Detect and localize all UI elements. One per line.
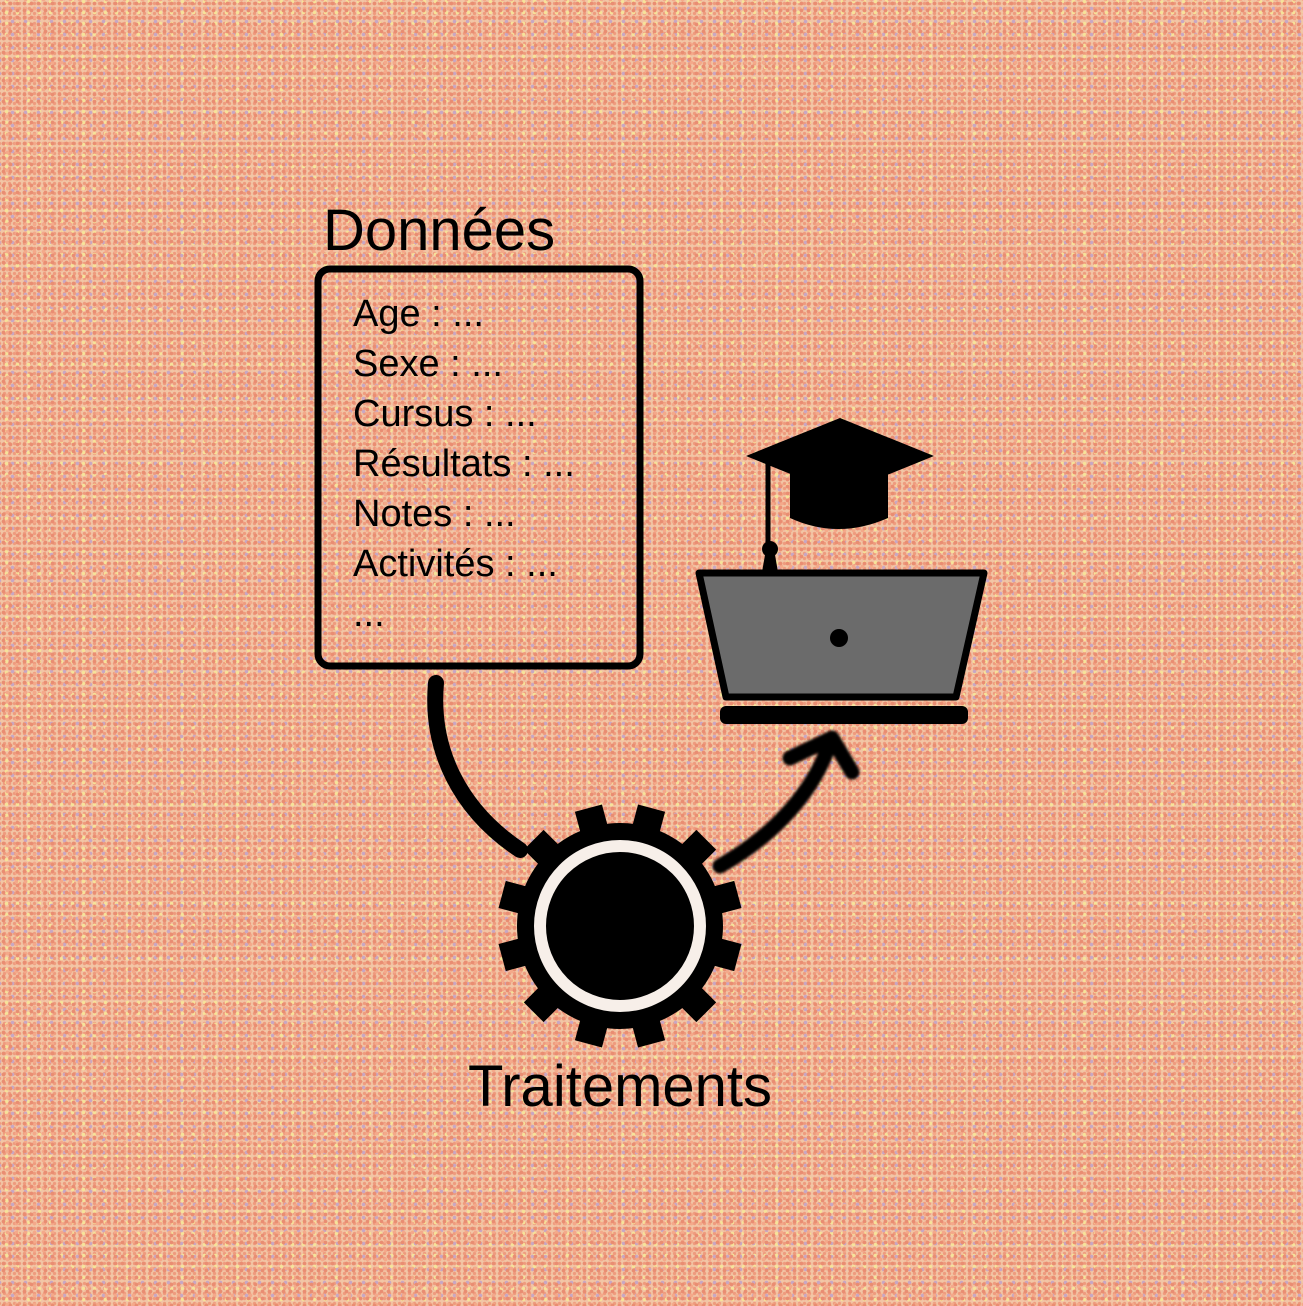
flow-arrow-gear-to-laptop xyxy=(712,730,860,874)
data-box xyxy=(314,265,644,670)
gear-icon xyxy=(498,804,742,1048)
field-sexe: Sexe : ... xyxy=(353,343,503,385)
graduation-cap-icon xyxy=(746,418,934,572)
field-resultats: Résultats : ... xyxy=(353,443,575,485)
field-more: ... xyxy=(353,593,385,635)
processing-label: Traitements xyxy=(468,1054,772,1119)
field-cursus: Cursus : ... xyxy=(353,393,537,435)
data-field-list: Age : ... Sexe : ... Cursus : ... Résult… xyxy=(353,293,575,635)
flow-arrow-data-to-gear xyxy=(427,675,528,858)
laptop-icon xyxy=(695,569,988,724)
field-activites: Activités : ... xyxy=(353,543,558,585)
data-box-title: Données xyxy=(323,198,555,263)
field-notes: Notes : ... xyxy=(353,493,516,535)
field-age: Age : ... xyxy=(353,293,484,335)
